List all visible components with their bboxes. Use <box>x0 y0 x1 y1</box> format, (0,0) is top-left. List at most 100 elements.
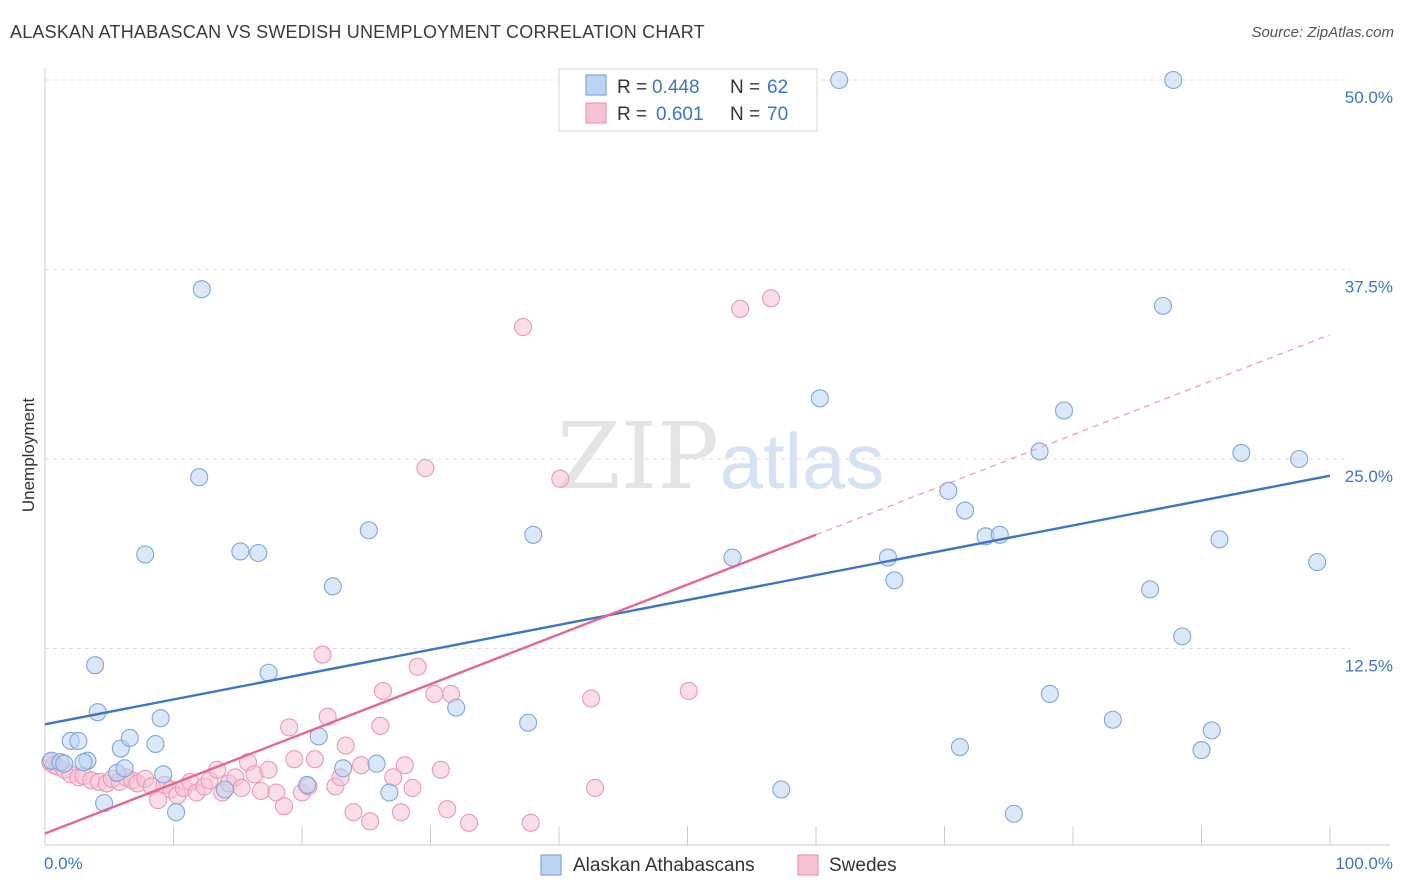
alaskan-athabascans-point <box>231 542 250 561</box>
bottom-legend-label: Swedes <box>829 855 897 876</box>
legend-n-value: 62 <box>767 77 788 98</box>
alaskan-athabascans-point <box>359 521 378 540</box>
swedes-point <box>408 657 427 676</box>
alaskan-athabascans-point <box>192 280 211 299</box>
watermark-zip: ZIP <box>557 403 719 510</box>
alaskan-athabascans-point <box>1004 804 1023 823</box>
trend-layer <box>44 334 1331 835</box>
swedes-point <box>731 299 750 318</box>
bottom-legend-swatch-pink <box>797 854 819 876</box>
watermark-atlas: atlas <box>720 417 885 505</box>
watermark: ZIP atlas <box>557 403 884 510</box>
alaskan-athabascans-point <box>190 468 209 487</box>
alaskan-athabascans-point <box>1192 741 1211 760</box>
alaskan-athabascans-point <box>524 525 543 544</box>
swedes-point <box>336 736 355 755</box>
alaskan-athabascans-point <box>1210 530 1229 549</box>
swedes-point <box>425 684 444 704</box>
alaskan-athabascans-point <box>885 571 904 590</box>
swedes-point <box>585 778 605 798</box>
legend-r-value: 0.448 <box>652 77 700 98</box>
swedes-point <box>267 783 286 802</box>
swedes-point <box>352 756 371 775</box>
swedes-trend-extension <box>815 334 1331 536</box>
chart-source: Source: ZipAtlas.com <box>1251 24 1394 41</box>
alaskan-athabascans-point <box>298 775 317 794</box>
alaskan-athabascans-point <box>772 780 791 799</box>
alaskan-athabascans-point <box>323 577 342 596</box>
alaskan-athabascans-point <box>447 698 466 717</box>
swedes-point <box>761 289 781 308</box>
swedes-point <box>274 797 294 816</box>
swedes-point <box>521 813 540 832</box>
alaskan-athabascans-point <box>334 759 353 778</box>
alaskan-athabascans-point <box>810 389 829 408</box>
swedes-point <box>285 750 304 769</box>
alaskan-athabascans-point <box>939 481 958 500</box>
legend-r-label: R = <box>617 77 647 98</box>
alaskan-athabascans-point <box>367 754 386 773</box>
swedes-point <box>582 689 601 708</box>
alaskan-athabascans-point <box>136 545 155 564</box>
swedes-trend-line <box>44 533 817 835</box>
alaskan-athabascans-point <box>1040 684 1059 704</box>
alaskan-athabascans-point <box>950 737 969 757</box>
grid-layer: 12.5% 25.0% 37.5% 50.0% <box>45 79 1393 676</box>
bottom-legend-swatch-blue <box>540 854 562 876</box>
alaskan-athabascans-point <box>519 713 538 732</box>
y-axis-label: Unemployment <box>19 398 38 513</box>
alaskan-athabascans-point <box>380 783 399 802</box>
alaskan-athabascans-point <box>74 753 93 772</box>
alaskan-athabascans-point <box>154 765 173 784</box>
alaskan-athabascans-point <box>1030 442 1049 461</box>
legend-swatch-blue <box>585 74 607 96</box>
alaskan-athabascans-point <box>1054 401 1074 420</box>
alaskan-athabascans-point <box>1308 553 1327 572</box>
alaskan-athabascans-point <box>69 731 88 751</box>
axis-layer: 0.0% 100.0% <box>44 68 1393 873</box>
bottom-legend-label: Alaskan Athabascans <box>573 855 755 876</box>
swedes-points <box>41 289 781 832</box>
alaskan-athabascans-point <box>956 501 975 520</box>
alaskan-athabascans-point <box>723 548 742 567</box>
top-legend: R = 0.448 N = 62 R = 0.601 N = 70 <box>558 68 818 132</box>
alaskan-athabascans-point <box>1153 296 1172 315</box>
swedes-point <box>416 459 435 478</box>
alaskan-athabascans-point <box>1290 449 1309 469</box>
y-tick-label: 50.0% <box>1345 88 1393 107</box>
swedes-point <box>344 803 363 822</box>
swedes-point <box>403 778 422 798</box>
swedes-point <box>371 716 390 735</box>
bottom-legend: Alaskan Athabascans Swedes <box>540 854 897 876</box>
legend-r-label: R = <box>617 104 647 125</box>
swedes-point <box>431 760 450 779</box>
alaskan-athabascans-point <box>215 780 234 799</box>
x-tick-label: 0.0% <box>44 854 83 873</box>
swedes-point <box>373 681 393 700</box>
alaskan-athabascans-point <box>249 543 268 563</box>
alaskan-athabascans-point <box>1164 70 1183 90</box>
y-tick-label: 37.5% <box>1345 278 1393 297</box>
swedes-point <box>395 756 414 775</box>
alaskan-athabascans-point <box>86 656 105 675</box>
legend-swatch-pink <box>585 102 607 124</box>
y-tick-label: 12.5% <box>1345 657 1393 676</box>
alaskan-athabascans-point <box>167 803 186 822</box>
alaskan-athabascans-point <box>146 734 165 754</box>
legend-r-value: 0.601 <box>656 104 704 125</box>
alaskan-athabascans-point <box>1202 721 1221 740</box>
y-tick-label: 25.0% <box>1345 467 1393 486</box>
alaskan-athabascans-points <box>42 70 1327 823</box>
legend-n-label: N = <box>730 104 760 125</box>
swedes-point <box>259 760 278 779</box>
alaskan-athabascans-point <box>1103 710 1122 729</box>
swedes-point <box>459 813 479 832</box>
alaskan-athabascans-point <box>115 759 134 778</box>
alaskan-athabascans-point <box>151 709 170 728</box>
swedes-point <box>232 778 251 798</box>
alaskan-athabascans-point <box>1141 580 1160 599</box>
legend-n-value: 70 <box>767 104 788 125</box>
swedes-point <box>305 750 324 769</box>
swedes-point <box>251 781 270 801</box>
